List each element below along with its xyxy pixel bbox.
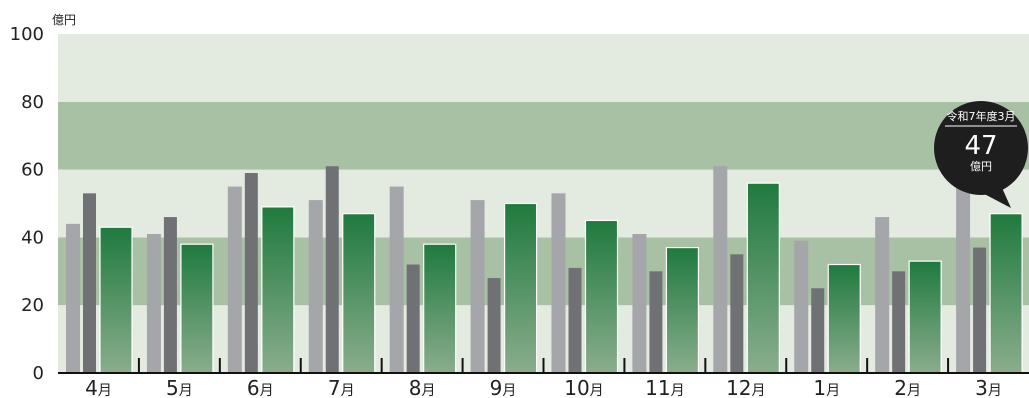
- bar-current: [423, 243, 457, 374]
- grid-band: [58, 237, 1029, 306]
- callout-period: 令和7年度3月: [947, 109, 1016, 123]
- bar-prior-2: [146, 234, 161, 373]
- bar-current: [746, 182, 780, 374]
- bar-prior-2: [632, 234, 647, 373]
- bar-prior-2: [713, 166, 728, 373]
- y-tick-label: 80: [21, 92, 44, 113]
- grid-band: [58, 169, 1029, 238]
- bar-prior-2: [875, 217, 890, 373]
- y-tick-label: 20: [21, 295, 44, 316]
- bar-prior-1: [811, 288, 825, 373]
- grid-band: [58, 34, 1029, 102]
- y-tick-label: 60: [21, 160, 44, 181]
- bar-prior-1: [83, 193, 96, 373]
- bar-prior-1: [163, 217, 177, 373]
- bar-current: [908, 260, 942, 374]
- bar-prior-1: [487, 278, 501, 373]
- bar-current: [503, 202, 538, 374]
- bar-prior-1: [325, 166, 339, 373]
- y-tick-label: 100: [10, 24, 44, 45]
- bar-prior-1: [730, 254, 744, 373]
- bar-current: [342, 213, 376, 374]
- y-axis-unit-label: 億円: [52, 13, 76, 27]
- x-tick-label: 9月: [490, 376, 517, 398]
- bar-prior-2: [956, 186, 971, 373]
- x-tick-label: 5月: [166, 376, 193, 398]
- bar-prior-1: [568, 267, 582, 373]
- bar-current: [261, 206, 295, 374]
- y-tick-label: 0: [33, 363, 44, 384]
- bar-prior-2: [794, 240, 809, 373]
- bar-current: [827, 263, 861, 374]
- bar-current: [989, 213, 1023, 374]
- bar-prior-1: [892, 271, 906, 373]
- bar-current: [584, 219, 619, 374]
- bar-prior-1: [406, 264, 420, 373]
- bar-prior-2: [470, 200, 485, 373]
- x-tick-label: 1月: [813, 376, 840, 398]
- bar-prior-2: [308, 200, 323, 373]
- bar-current: [180, 243, 214, 374]
- x-tick-label: 6月: [247, 376, 274, 398]
- bar-prior-1: [973, 247, 987, 373]
- x-tick-label: 8月: [409, 376, 436, 398]
- bar-prior-2: [551, 193, 566, 373]
- x-tick-label: 4月: [85, 376, 112, 398]
- callout-value: 47: [964, 131, 997, 161]
- x-tick-label: 12月: [726, 376, 765, 398]
- bar-prior-2: [66, 223, 80, 373]
- bar-current: [99, 226, 133, 374]
- x-tick-label: 3月: [975, 376, 1002, 398]
- bar-prior-1: [244, 172, 258, 373]
- callout-bubble: [934, 101, 1028, 195]
- callout-unit: 億円: [970, 160, 992, 173]
- x-tick-label: 7月: [328, 376, 355, 398]
- x-tick-label: 2月: [894, 376, 921, 398]
- bar-prior-2: [227, 186, 242, 373]
- bar-current: [665, 246, 700, 374]
- x-tick-label: 10月: [564, 376, 603, 398]
- y-tick-label: 40: [21, 227, 44, 248]
- bar-prior-2: [389, 186, 404, 373]
- grid-band: [58, 101, 1029, 170]
- x-tick-label: 11月: [645, 376, 684, 398]
- bar-prior-1: [649, 271, 663, 373]
